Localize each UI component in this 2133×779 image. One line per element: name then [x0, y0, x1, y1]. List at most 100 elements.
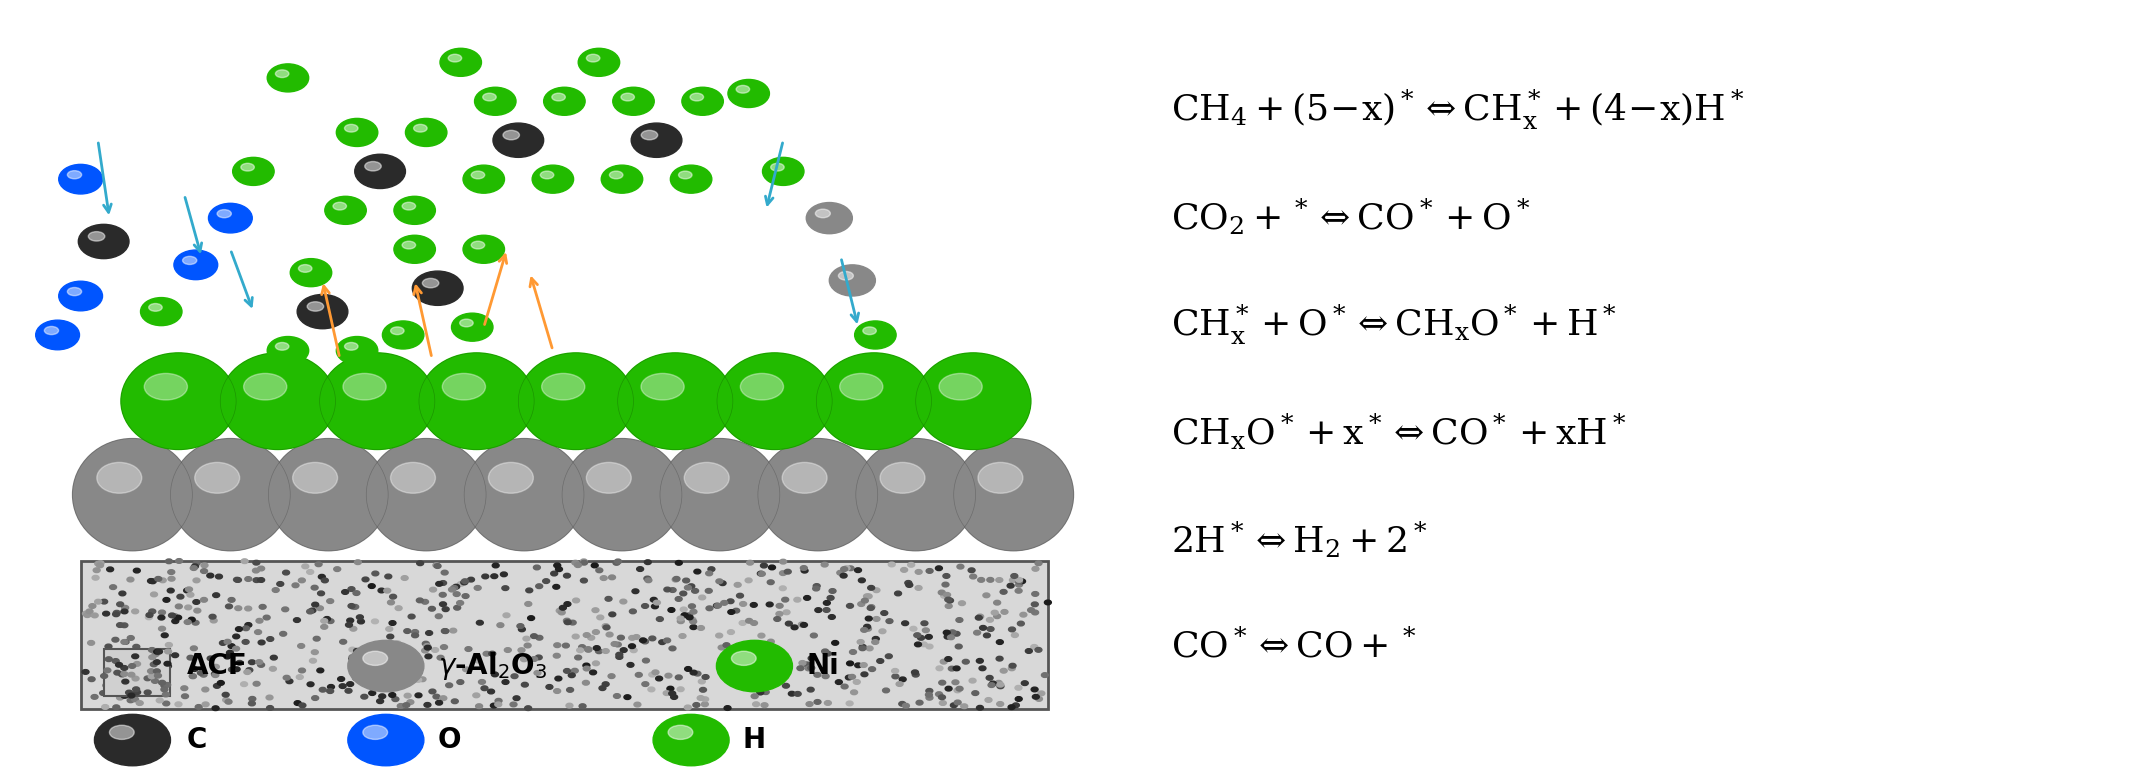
Circle shape — [134, 661, 141, 666]
Circle shape — [832, 640, 838, 645]
Circle shape — [877, 659, 883, 664]
Circle shape — [192, 620, 198, 625]
Circle shape — [663, 691, 670, 696]
Circle shape — [1015, 588, 1022, 593]
Circle shape — [642, 682, 648, 686]
Circle shape — [474, 586, 482, 590]
Circle shape — [996, 682, 1005, 687]
Circle shape — [303, 564, 309, 569]
Ellipse shape — [783, 463, 828, 493]
Circle shape — [386, 634, 395, 639]
Circle shape — [768, 565, 776, 569]
Circle shape — [215, 574, 222, 579]
Circle shape — [474, 693, 480, 698]
Circle shape — [132, 644, 141, 649]
Circle shape — [574, 655, 582, 660]
Circle shape — [309, 658, 316, 663]
Circle shape — [996, 657, 1003, 661]
Circle shape — [154, 669, 160, 674]
Circle shape — [149, 662, 158, 667]
Circle shape — [433, 694, 439, 699]
Circle shape — [845, 675, 853, 680]
Circle shape — [311, 650, 318, 654]
Text: H: H — [742, 726, 766, 754]
Ellipse shape — [149, 304, 162, 312]
Circle shape — [102, 673, 109, 678]
Circle shape — [450, 629, 456, 633]
Ellipse shape — [220, 353, 335, 449]
Circle shape — [956, 644, 962, 649]
Circle shape — [589, 636, 595, 640]
Circle shape — [670, 695, 678, 700]
Circle shape — [160, 578, 166, 583]
Circle shape — [921, 628, 930, 633]
Circle shape — [158, 615, 164, 620]
Circle shape — [1035, 696, 1043, 701]
Circle shape — [85, 609, 94, 614]
Circle shape — [132, 654, 139, 659]
Circle shape — [401, 576, 407, 580]
Circle shape — [1011, 573, 1017, 578]
Circle shape — [122, 640, 128, 644]
Circle shape — [149, 647, 156, 652]
Circle shape — [190, 667, 198, 671]
Circle shape — [644, 560, 651, 565]
Circle shape — [828, 596, 834, 601]
Circle shape — [354, 648, 360, 653]
Circle shape — [122, 605, 128, 610]
Circle shape — [717, 633, 723, 638]
Ellipse shape — [412, 271, 463, 305]
Circle shape — [92, 695, 98, 700]
Circle shape — [149, 655, 156, 660]
Circle shape — [371, 619, 378, 624]
Circle shape — [435, 564, 442, 569]
Circle shape — [222, 698, 230, 703]
Circle shape — [488, 651, 495, 656]
Circle shape — [299, 703, 305, 708]
Circle shape — [629, 643, 636, 648]
Circle shape — [254, 578, 260, 583]
Circle shape — [435, 581, 444, 586]
Ellipse shape — [544, 87, 584, 115]
Circle shape — [226, 650, 232, 655]
Ellipse shape — [269, 439, 388, 551]
Circle shape — [186, 605, 192, 610]
Circle shape — [665, 673, 672, 678]
Ellipse shape — [736, 86, 749, 93]
Circle shape — [194, 608, 201, 613]
Circle shape — [936, 666, 943, 671]
Ellipse shape — [587, 463, 631, 493]
Circle shape — [689, 604, 695, 608]
Circle shape — [299, 668, 305, 673]
Circle shape — [956, 618, 962, 622]
Circle shape — [250, 696, 256, 701]
Ellipse shape — [670, 165, 712, 193]
Circle shape — [958, 564, 964, 569]
Circle shape — [201, 672, 207, 677]
Circle shape — [608, 674, 614, 679]
Circle shape — [100, 691, 107, 696]
Circle shape — [542, 579, 550, 583]
Circle shape — [977, 577, 985, 582]
Circle shape — [825, 700, 832, 705]
Circle shape — [384, 588, 390, 593]
Circle shape — [525, 643, 531, 648]
Circle shape — [860, 644, 866, 649]
Circle shape — [857, 578, 866, 583]
Circle shape — [360, 664, 369, 668]
Circle shape — [252, 568, 260, 573]
Circle shape — [177, 594, 183, 599]
Circle shape — [634, 635, 640, 640]
Ellipse shape — [678, 171, 691, 179]
Circle shape — [128, 664, 137, 668]
Circle shape — [823, 608, 830, 612]
Circle shape — [461, 580, 467, 585]
Circle shape — [868, 586, 875, 590]
Circle shape — [864, 624, 870, 629]
Circle shape — [811, 633, 817, 638]
Ellipse shape — [552, 93, 565, 101]
Circle shape — [169, 576, 175, 581]
Circle shape — [94, 568, 100, 573]
Circle shape — [697, 696, 704, 700]
Circle shape — [706, 588, 712, 593]
